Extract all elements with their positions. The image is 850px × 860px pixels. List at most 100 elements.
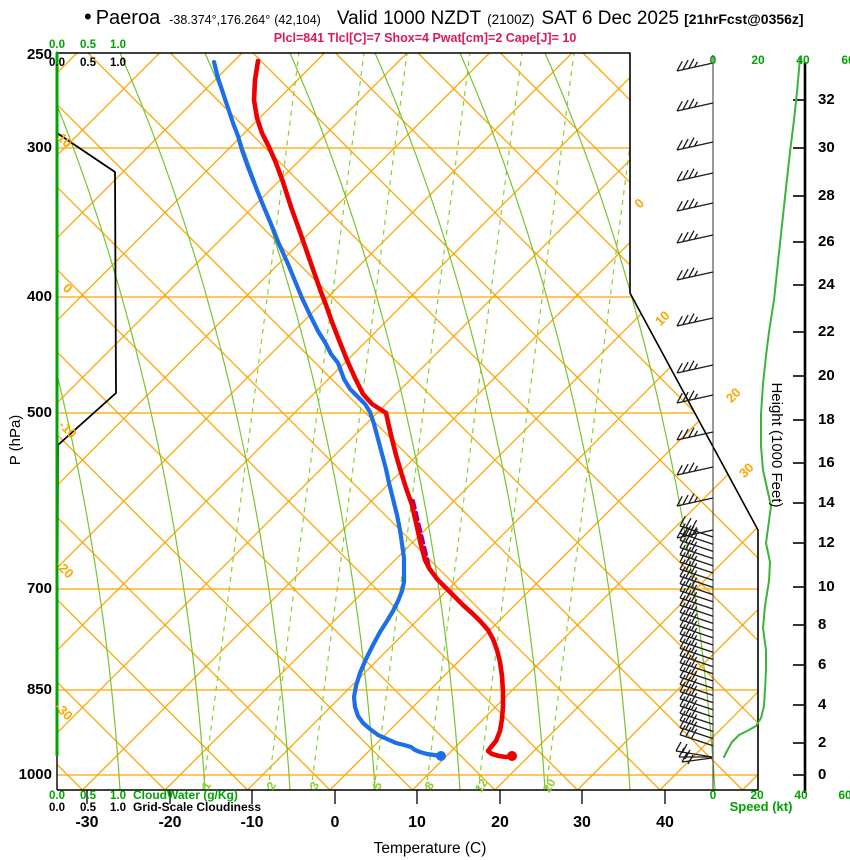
wind-barb-feather	[679, 523, 686, 534]
dry-adiabat-line	[582, 53, 758, 790]
mixing-ratio-label: 12	[472, 776, 491, 795]
wind-barb-feather	[679, 552, 686, 563]
temperature-curve	[251, 58, 515, 760]
profile-curves	[55, 51, 801, 761]
wind-barb-feather	[688, 462, 695, 473]
wind-barb-feather	[679, 530, 686, 541]
temperature-surface-dot	[507, 751, 517, 761]
wind-barb-feather	[679, 566, 686, 577]
moist-adiabat-line	[57, 53, 206, 790]
wind-barb-feather	[694, 363, 699, 370]
moist-adiabat-line	[459, 53, 631, 790]
forecast-tag: [21hrFcst@0356z]	[684, 11, 804, 27]
height-tick-label: 10	[818, 578, 835, 595]
wind-barb-feather	[685, 553, 692, 565]
wind-barb-feather	[690, 584, 698, 595]
valid-date: SAT 6 Dec 2025	[541, 8, 680, 29]
wind-barb-feather	[690, 541, 698, 552]
wind-barb-feather	[690, 714, 698, 725]
wind-barb	[679, 631, 714, 653]
wind-barb-staff	[679, 597, 714, 610]
wind-barb-feather	[676, 393, 683, 404]
dry-adiabat-line	[252, 53, 758, 790]
isotherm-line	[57, 53, 325, 790]
mixing-ratio-line	[425, 53, 523, 790]
wind-barb-feather	[685, 561, 692, 572]
wind-barb	[676, 360, 714, 374]
wind-barb-panel	[675, 58, 714, 765]
wind-barb-feather	[694, 496, 699, 503]
height-tick-label: 8	[818, 616, 826, 633]
wind-barb-feather	[685, 661, 692, 673]
wind-barb-staff	[679, 734, 714, 747]
mixing-ratio-line	[373, 53, 471, 790]
frame-right	[629, 52, 759, 791]
wind-barb-feather	[690, 656, 698, 667]
isotherm-line	[57, 53, 738, 790]
wind-barb-staff	[679, 539, 714, 553]
wind-barb-feather	[685, 654, 692, 666]
wind-barb	[679, 602, 714, 625]
wind-barb-feather	[676, 233, 683, 244]
wind-barb-feather	[688, 198, 695, 209]
wind-barb-feather	[679, 595, 686, 606]
wind-barb-staff	[679, 590, 714, 603]
isotherm-line	[412, 53, 758, 790]
wind-barb-feather	[679, 724, 686, 736]
temperature-tick-label: 10	[408, 814, 426, 831]
wind-barb-feather	[679, 688, 686, 700]
wind-barb	[679, 616, 714, 639]
wind-barb-staff	[679, 690, 714, 704]
cloudiness-legend-label: Grid-Scale Cloudiness	[133, 800, 261, 814]
wind-barb-feather	[679, 638, 686, 649]
wind-barb-staff	[679, 611, 714, 625]
wind-barb-feather	[690, 649, 698, 660]
wind-barb-staff	[679, 525, 714, 538]
dewpoint-surface-dot	[436, 751, 446, 761]
wind-barb-feather	[685, 597, 692, 608]
wind-barb-feather	[682, 199, 689, 211]
wind-barb-staff	[679, 532, 714, 545]
isotherm-label-right: 0	[631, 195, 647, 211]
speed-bottom-tick-label: 0	[710, 788, 717, 802]
wind-barb	[676, 267, 714, 281]
wind-barb-staff	[679, 654, 714, 668]
wind-barb-feather	[688, 168, 695, 179]
height-tick-label: 0	[818, 766, 826, 783]
wind-barb-feather	[685, 618, 692, 630]
wind-barb-staff	[679, 618, 714, 632]
pressure-tick-label: 300	[27, 139, 52, 156]
wind-barb-feather	[688, 230, 695, 241]
wind-barb-feather	[690, 707, 698, 718]
wind-barb-feather	[676, 465, 683, 476]
wind-barb-feather	[682, 59, 689, 71]
wind-barb-feather	[690, 627, 698, 639]
temperature-tick-label: -10	[240, 814, 263, 831]
wind-barb-staff	[679, 626, 714, 639]
pressure-axis-title: P (hPa)	[7, 415, 24, 466]
wind-barb-staff	[679, 698, 714, 711]
wind-barb	[679, 530, 714, 553]
wind-barb-feather	[685, 683, 692, 694]
wind-barb-feather	[679, 609, 686, 620]
wind-barb-feather	[694, 140, 699, 147]
cloudwater-scale-bottom-label: 0.0	[49, 790, 65, 802]
wind-barb-staff	[679, 575, 714, 589]
wind-barb-feather	[694, 465, 699, 472]
cloudwater-scale-bottom-label: 0.5	[80, 790, 97, 802]
wind-barb-feather	[688, 58, 695, 69]
wind-barb-feather	[684, 749, 691, 760]
height-tick-label: 4	[818, 696, 827, 713]
wind-barb-feather	[690, 642, 698, 653]
wind-barb-staff	[679, 633, 714, 646]
station-bullet-icon: •	[84, 4, 92, 29]
mixing-ratio-label: 20	[540, 776, 559, 795]
height-tick-label: 20	[818, 367, 835, 384]
wind-barb	[676, 427, 714, 441]
wind-barb-feather	[682, 314, 689, 326]
dry-adiabat-line	[417, 53, 758, 790]
wind-barb-feather	[685, 690, 692, 702]
wind-barb	[679, 660, 714, 682]
isotherm-line	[57, 53, 243, 790]
wind-barb-feather	[690, 519, 698, 531]
